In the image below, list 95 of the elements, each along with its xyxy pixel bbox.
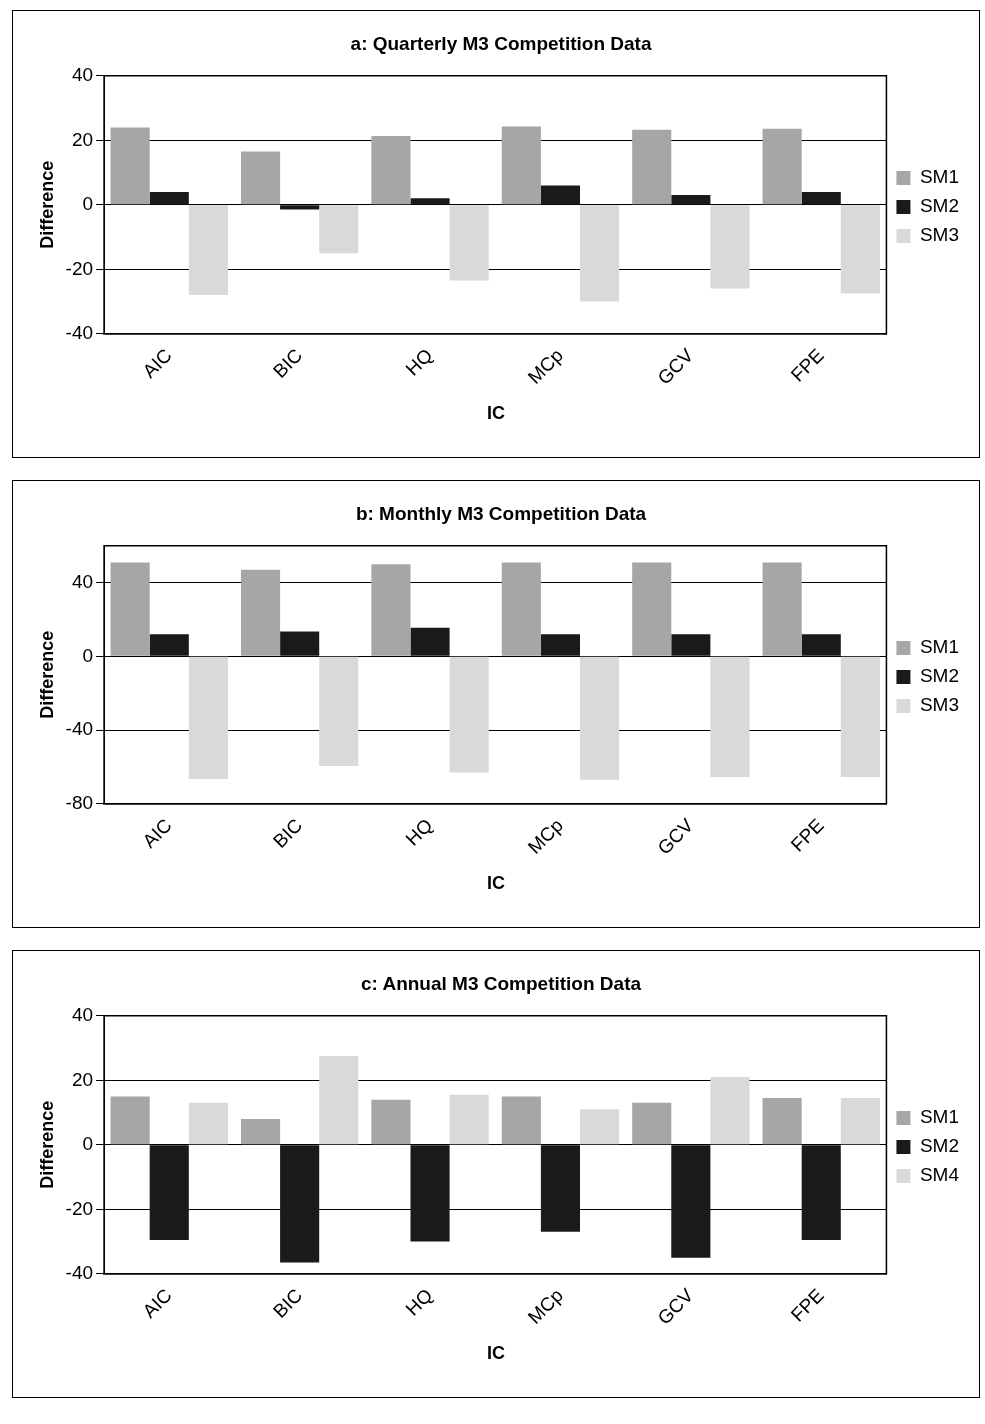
bar [671,195,711,205]
bar [240,1118,281,1145]
bar [110,127,150,205]
y-tick-label: -40 [65,718,94,740]
bar [449,205,489,281]
bar [632,129,672,205]
y-tick-label: 0 [82,193,94,215]
bar [371,564,411,656]
bar [188,656,228,779]
y-tick-label: -80 [65,792,94,813]
bar [540,634,580,656]
x-axis-title: IC [486,1343,506,1364]
bar [762,128,802,205]
bar [762,1098,802,1145]
x-tick-label: HQ [401,344,437,380]
bar [671,634,711,656]
bar [449,1094,489,1145]
y-axis-title: Difference [36,1100,57,1189]
x-tick-label: BIC [268,344,307,382]
bar [710,205,750,289]
x-axis-title: IC [486,873,506,894]
bar [240,569,281,656]
bar [580,656,620,780]
y-tick-label: 40 [71,1004,94,1026]
bar [188,1102,228,1145]
bar [840,1098,880,1145]
x-tick-label: HQ [401,1284,437,1320]
x-tick-label: AIC [138,814,176,852]
x-tick-label: HQ [401,814,437,850]
y-tick-label: 20 [71,1068,94,1090]
bar [710,656,750,778]
x-tick-label: AIC [138,344,176,382]
y-tick-label: 40 [71,570,94,592]
bar [240,151,281,205]
x-tick-label: BIC [268,814,307,852]
bar [149,634,189,656]
y-axis-title: Difference [36,630,57,719]
x-tick-label: AIC [138,1284,176,1322]
y-tick-label: 20 [71,128,94,150]
bar [410,198,450,205]
bar [280,205,320,210]
legend-label: SM2 [919,665,960,687]
bar [319,1056,359,1145]
bar [501,1096,541,1145]
bar [801,1145,841,1240]
bar [632,562,672,656]
bar [371,136,411,205]
bar [540,1145,580,1232]
y-tick-label: -20 [65,257,94,279]
bar [449,656,489,773]
y-tick-label: 40 [71,64,94,86]
x-tick-label: BIC [268,1284,307,1322]
bar [710,1077,750,1145]
bar [801,634,841,656]
legend-label: SM2 [919,195,960,217]
chart-title: c: Annual M3 Competition Data [360,972,642,994]
bar [501,562,541,656]
bar [762,562,802,656]
chart-title: a: Quarterly M3 Competition Data [350,32,652,54]
x-axis-title: IC [486,403,506,424]
bar [110,1096,150,1145]
bar [840,656,880,778]
bar [840,205,880,294]
bar [149,191,189,205]
bar [580,205,620,302]
bar [410,1145,450,1242]
bar [371,1099,411,1145]
bar [280,1145,320,1263]
y-tick-label: -20 [65,1197,94,1219]
legend-label: SM1 [919,166,960,188]
bar [540,185,580,205]
bar [110,562,150,656]
y-tick-label: 0 [82,1133,94,1155]
y-tick-label: -40 [65,1262,94,1283]
bar [319,205,359,254]
legend-label: SM1 [919,636,960,658]
bar [580,1109,620,1145]
bar [188,205,228,296]
y-axis-title: Difference [36,160,57,249]
bar [501,126,541,205]
y-tick-label: -40 [65,322,94,343]
bar [149,1145,189,1240]
legend-label: SM2 [919,1135,960,1157]
legend-label: SM1 [919,1106,960,1128]
bar [280,631,320,656]
bar [319,656,359,766]
bar [632,1102,672,1145]
bar [671,1145,711,1258]
legend-label: SM3 [919,694,960,716]
chart-title: b: Monthly M3 Competition Data [355,502,647,524]
legend-label: SM4 [919,1164,960,1186]
bar [410,627,450,656]
y-tick-label: 0 [82,644,94,666]
bar [801,191,841,205]
legend-label: SM3 [919,224,960,246]
